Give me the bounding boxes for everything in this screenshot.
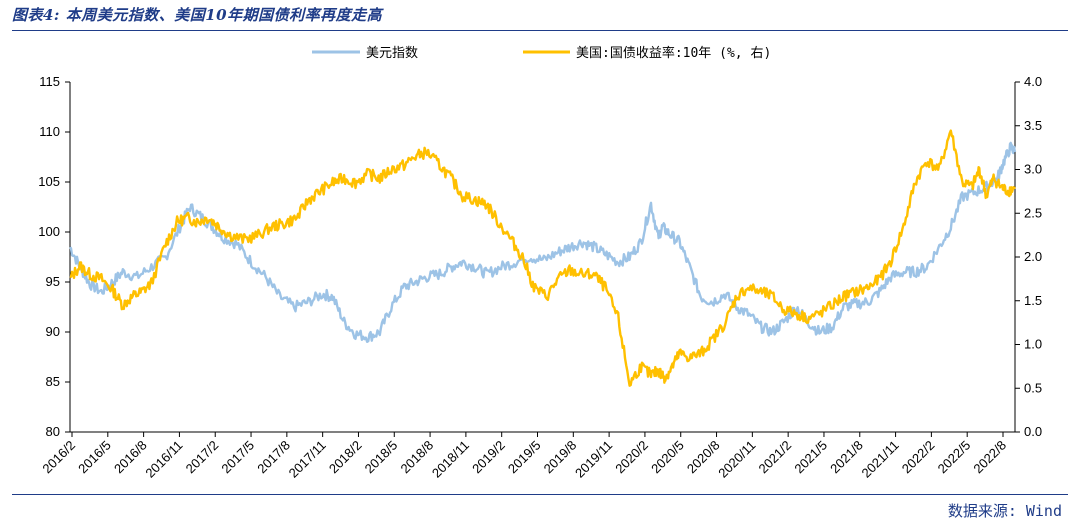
left-tick-label: 110 (39, 124, 60, 139)
left-tick-label: 85 (46, 374, 60, 389)
x-tick-label: 2019/2 (469, 438, 508, 477)
x-tick-label: 2020/5 (648, 438, 687, 477)
left-tick-label: 115 (39, 74, 60, 89)
x-tick-label: 2017/2 (183, 438, 222, 477)
chart-title: 图表4: 本周美元指数、美国10年期国债利率再度走高 (12, 6, 383, 24)
x-tick-label: 2021/11 (859, 438, 902, 481)
right-tick-label: 3.5 (1024, 118, 1042, 133)
right-tick-label: 0.5 (1024, 380, 1042, 395)
x-tick-label: 2021/2 (756, 438, 795, 477)
right-tick-label: 1.0 (1024, 337, 1042, 352)
left-tick-label: 90 (46, 324, 60, 339)
x-tick-label: 2022/8 (970, 438, 1009, 477)
data-source: 数据来源: Wind (947, 502, 1062, 520)
right-tick-label: 4.0 (1024, 74, 1042, 89)
x-tick-label: 2021/5 (791, 438, 830, 477)
x-tick-label: 2018/11 (429, 438, 472, 481)
x-tick-label: 2020/11 (715, 438, 758, 481)
legend-label-dxy: 美元指数 (366, 46, 418, 61)
footer-rule (12, 494, 1068, 495)
x-tick-label: 2017/11 (286, 438, 329, 481)
x-tick-label: 2018/2 (326, 438, 365, 477)
x-tick-label: 2022/5 (935, 438, 974, 477)
series-line-yield (69, 129, 1016, 387)
right-tick-label: 3.0 (1024, 162, 1042, 177)
x-tick-label: 2016/2 (39, 438, 78, 477)
left-tick-label: 100 (38, 224, 60, 239)
title-underline (12, 30, 1068, 31)
x-tick-label: 2016/5 (75, 438, 114, 477)
x-tick-label: 2019/11 (572, 438, 615, 481)
x-tick-label: 2016/11 (142, 438, 185, 481)
right-tick-label: 1.5 (1024, 293, 1042, 308)
left-tick-label: 105 (38, 174, 60, 189)
legend-label-yield: 美国:国债收益率:10年 (%, 右) (576, 45, 771, 61)
x-tick-label: 2020/2 (612, 438, 651, 477)
left-tick-label: 80 (46, 424, 60, 439)
series-layer (69, 129, 1017, 387)
right-tick-label: 2.5 (1024, 205, 1042, 220)
x-tick-label: 2017/5 (218, 438, 257, 477)
x-tick-label: 2022/2 (899, 438, 938, 477)
right-tick-label: 2.0 (1024, 249, 1042, 264)
left-tick-label: 95 (46, 274, 60, 289)
x-tick-label: 2018/5 (362, 438, 401, 477)
right-tick-label: 0.0 (1024, 424, 1042, 439)
legend: 美元指数 美国:国债收益率:10年 (%, 右) (312, 45, 771, 61)
series-line-dxy (69, 141, 1017, 343)
x-tick-label: 2019/5 (505, 438, 544, 477)
